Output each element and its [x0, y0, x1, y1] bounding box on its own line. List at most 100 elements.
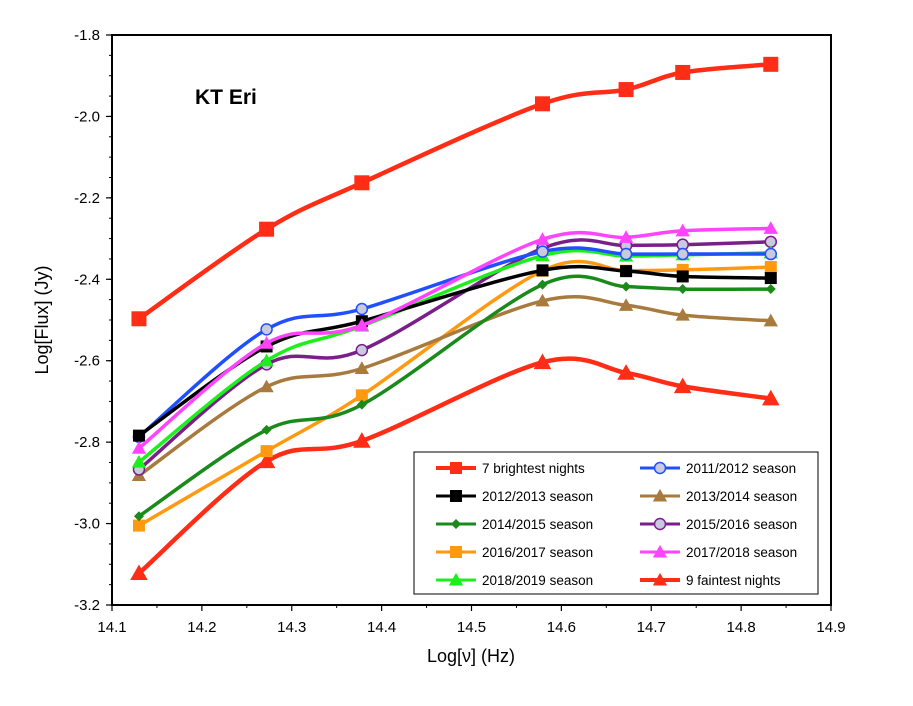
data-point	[535, 293, 550, 307]
data-point	[676, 270, 689, 283]
legend-label: 2011/2012 season	[686, 461, 796, 476]
legend-item-9-faintest-nights: 9 faintest nights	[640, 572, 781, 588]
x-tick-label: 14.1	[97, 619, 126, 636]
data-point	[131, 454, 147, 468]
legend-item-2017-2018-season: 2017/2018 season	[640, 544, 797, 560]
data-point	[621, 281, 632, 292]
data-point	[261, 424, 272, 435]
legend-marker	[652, 544, 668, 558]
legend-marker	[451, 519, 461, 529]
data-point	[536, 264, 549, 277]
legend-item-2015-2016-season: 2015/2016 season	[640, 517, 797, 532]
legend-item-7-brightest-nights: 7 brightest nights	[436, 461, 585, 476]
legend-item-2011-2012-season: 2011/2012 season	[640, 461, 796, 476]
data-point	[131, 441, 147, 454]
data-point	[353, 432, 371, 448]
data-point	[259, 353, 274, 367]
legend-label: 2018/2019 season	[482, 573, 593, 588]
x-tick-label: 14.6	[547, 619, 576, 636]
legend-item-2018-2019-season: 2018/2019 season	[436, 572, 593, 588]
x-tick-label: 14.8	[727, 619, 756, 636]
data-point	[761, 389, 780, 406]
data-point	[259, 221, 275, 237]
data-point	[535, 232, 550, 245]
data-point	[133, 511, 144, 522]
x-axis-label: Log[ν] (Hz)	[427, 646, 515, 666]
legend-label: 9 faintest nights	[686, 573, 781, 588]
data-point	[354, 361, 370, 374]
data-point	[356, 399, 367, 410]
data-point	[675, 64, 691, 80]
data-point	[537, 279, 548, 290]
data-point	[259, 379, 274, 393]
data-point	[618, 298, 634, 311]
legend-marker	[450, 462, 462, 474]
data-point	[763, 313, 778, 327]
data-point	[354, 318, 370, 331]
legend-marker	[652, 572, 668, 586]
data-point	[764, 272, 777, 285]
data-point	[618, 230, 634, 243]
data-point	[536, 245, 549, 258]
legend-marker	[448, 572, 464, 586]
legend-marker	[653, 517, 667, 531]
y-tick-label: -1.8	[74, 27, 100, 44]
series-2013-2014-season	[131, 293, 778, 482]
data-point	[675, 223, 690, 237]
legend-item-2016-2017-season: 2016/2017 season	[436, 545, 593, 560]
x-tick-label: 14.3	[277, 619, 306, 636]
x-tick-label: 14.5	[457, 619, 486, 636]
x-tick-label: 14.2	[187, 619, 216, 636]
y-tick-label: -2.0	[74, 108, 100, 125]
series-2014-2015-season	[133, 274, 776, 522]
data-point	[354, 175, 370, 191]
data-point	[617, 364, 635, 380]
y-tick-label: -3.0	[74, 516, 100, 533]
data-point	[677, 284, 688, 295]
legend-label: 2014/2015 season	[482, 517, 593, 532]
data-point	[764, 261, 777, 274]
legend-marker	[652, 488, 668, 502]
x-tick-label: 14.7	[637, 619, 666, 636]
y-tick-label: -2.2	[74, 190, 100, 207]
data-point	[355, 302, 369, 316]
legend-label: 2016/2017 season	[482, 545, 593, 560]
data-point	[260, 445, 273, 458]
data-point	[131, 311, 147, 327]
legend-label: 2017/2018 season	[686, 545, 797, 560]
data-point	[130, 564, 148, 581]
data-point	[132, 519, 145, 532]
series-9-faintest-nights	[130, 353, 780, 581]
legend-label: 2012/2013 season	[482, 489, 593, 504]
legend-label: 7 brightest nights	[482, 461, 585, 476]
chart-title: KT Eri	[195, 86, 257, 109]
data-point	[673, 377, 692, 394]
data-point	[355, 389, 368, 402]
data-point	[619, 247, 633, 261]
data-point	[618, 82, 634, 98]
y-tick-label: -2.6	[74, 353, 100, 370]
legend-item-2012-2013-season: 2012/2013 season	[436, 489, 593, 504]
y-axis-label: Log[Flux] (Jy)	[32, 265, 52, 374]
legend-item-2013-2014-season: 2013/2014 season	[640, 488, 797, 504]
legend-label: 2013/2014 season	[686, 489, 797, 504]
legend-marker	[450, 546, 462, 558]
legend-marker	[653, 461, 667, 475]
data-point	[355, 343, 369, 357]
data-point	[132, 429, 145, 442]
data-point	[620, 265, 633, 278]
data-point	[260, 323, 273, 336]
legend-marker	[450, 490, 462, 502]
data-point	[765, 284, 776, 295]
data-point	[259, 336, 274, 349]
data-point	[257, 452, 276, 469]
data-point	[675, 307, 690, 321]
data-point	[533, 353, 552, 370]
y-tick-label: -3.2	[74, 597, 100, 614]
x-tick-label: 14.9	[816, 619, 845, 636]
data-point	[763, 221, 778, 234]
y-tick-label: -2.4	[74, 271, 100, 288]
legend-item-2014-2015-season: 2014/2015 season	[436, 517, 593, 532]
series-7-brightest-nights	[131, 56, 779, 327]
